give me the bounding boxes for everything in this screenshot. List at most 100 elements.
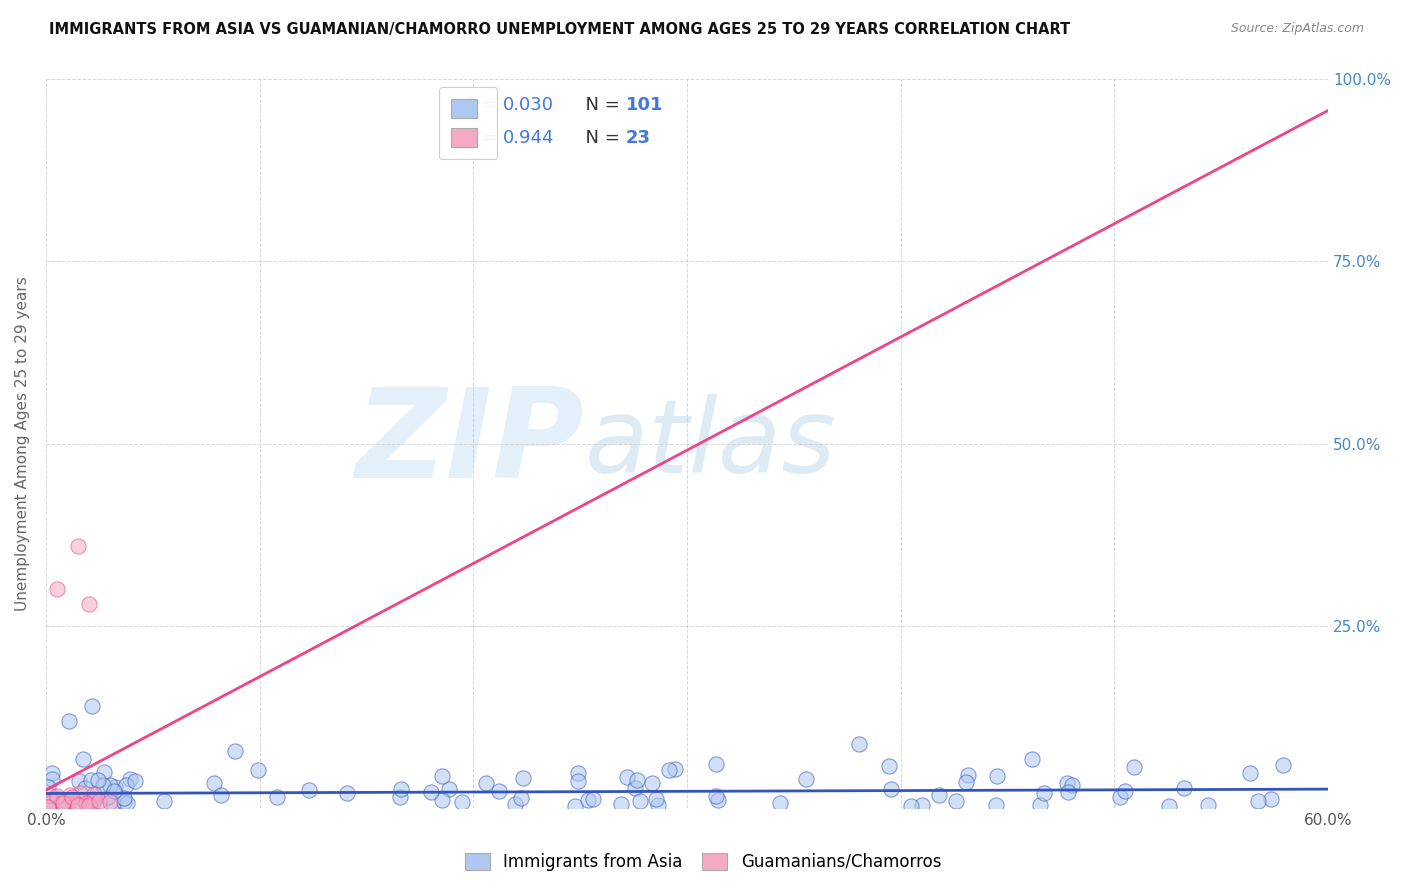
- Point: [63, 797, 86, 811]
- Point: [848, 737, 870, 751]
- Point: [582, 792, 605, 806]
- Point: [51, 797, 73, 812]
- Point: [388, 790, 411, 805]
- Point: [115, 796, 138, 810]
- Point: [59, 788, 82, 802]
- Point: [1239, 765, 1261, 780]
- Point: [37, 800, 59, 814]
- Point: [628, 794, 651, 808]
- Point: [46, 790, 69, 805]
- Point: [475, 776, 498, 790]
- Y-axis label: Unemployment Among Ages 25 to 29 years: Unemployment Among Ages 25 to 29 years: [15, 277, 30, 611]
- Point: [879, 782, 901, 797]
- Point: [1114, 784, 1136, 798]
- Point: [1032, 787, 1054, 801]
- Point: [41, 794, 63, 808]
- Point: [1260, 792, 1282, 806]
- Point: [67, 773, 90, 788]
- Point: [53, 793, 76, 807]
- Point: [45, 789, 67, 804]
- Point: [153, 794, 176, 808]
- Point: [114, 778, 136, 792]
- Point: [98, 795, 121, 809]
- Point: [420, 785, 443, 799]
- Point: [430, 793, 453, 807]
- Point: [60, 790, 83, 805]
- Point: [82, 796, 104, 810]
- Point: [59, 793, 82, 807]
- Point: [38, 788, 60, 802]
- Point: [75, 797, 97, 812]
- Point: [900, 798, 922, 813]
- Point: [794, 772, 817, 786]
- Point: [118, 772, 141, 786]
- Point: [512, 771, 534, 785]
- Point: [664, 762, 686, 776]
- Point: [1109, 789, 1132, 804]
- Text: 23: 23: [626, 129, 651, 147]
- Point: [83, 787, 105, 801]
- Text: N =: N =: [574, 129, 626, 147]
- Point: [910, 797, 932, 812]
- Point: [45, 582, 67, 597]
- Text: IMMIGRANTS FROM ASIA VS GUAMANIAN/CHAMORRO UNEMPLOYMENT AMONG AGES 25 TO 29 YEAR: IMMIGRANTS FROM ASIA VS GUAMANIAN/CHAMOR…: [49, 22, 1070, 37]
- Point: [430, 769, 453, 783]
- Point: [567, 774, 589, 789]
- Point: [65, 797, 87, 811]
- Point: [658, 763, 681, 777]
- Point: [945, 795, 967, 809]
- Text: 101: 101: [626, 95, 664, 113]
- Legend: , : ,: [439, 87, 498, 159]
- Point: [75, 798, 97, 813]
- Point: [389, 781, 412, 796]
- Point: [707, 792, 730, 806]
- Point: [72, 751, 94, 765]
- Point: [39, 796, 62, 810]
- Point: [202, 776, 225, 790]
- Point: [928, 788, 950, 802]
- Point: [93, 765, 115, 780]
- Point: [488, 784, 510, 798]
- Point: [66, 539, 89, 553]
- Point: [626, 772, 648, 787]
- Point: [58, 714, 80, 728]
- Point: [73, 781, 96, 796]
- Text: N =: N =: [574, 95, 626, 113]
- Point: [37, 780, 59, 794]
- Point: [79, 793, 101, 807]
- Point: [576, 793, 599, 807]
- Point: [336, 786, 359, 800]
- Point: [112, 795, 135, 809]
- Point: [77, 798, 100, 813]
- Point: [75, 796, 97, 810]
- Point: [957, 768, 980, 782]
- Point: [58, 797, 80, 812]
- Text: R =: R =: [464, 129, 503, 147]
- Point: [955, 775, 977, 789]
- Point: [1021, 752, 1043, 766]
- Point: [103, 784, 125, 798]
- Point: [104, 780, 127, 794]
- Point: [266, 790, 288, 805]
- Point: [1056, 776, 1078, 790]
- Point: [86, 786, 108, 800]
- Point: [224, 744, 246, 758]
- Point: [77, 798, 100, 813]
- Point: [567, 765, 589, 780]
- Point: [647, 797, 669, 812]
- Point: [211, 788, 233, 802]
- Point: [986, 797, 1008, 812]
- Point: [609, 797, 631, 812]
- Point: [87, 772, 110, 787]
- Point: [1173, 780, 1195, 795]
- Legend: Immigrants from Asia, Guamanians/Chamorros: Immigrants from Asia, Guamanians/Chamorr…: [457, 845, 949, 880]
- Text: Source: ZipAtlas.com: Source: ZipAtlas.com: [1230, 22, 1364, 36]
- Point: [706, 756, 728, 771]
- Point: [437, 782, 460, 797]
- Point: [247, 763, 270, 777]
- Point: [124, 774, 146, 789]
- Point: [80, 772, 103, 787]
- Text: 0.030: 0.030: [502, 95, 554, 113]
- Point: [1197, 798, 1219, 813]
- Point: [1157, 799, 1180, 814]
